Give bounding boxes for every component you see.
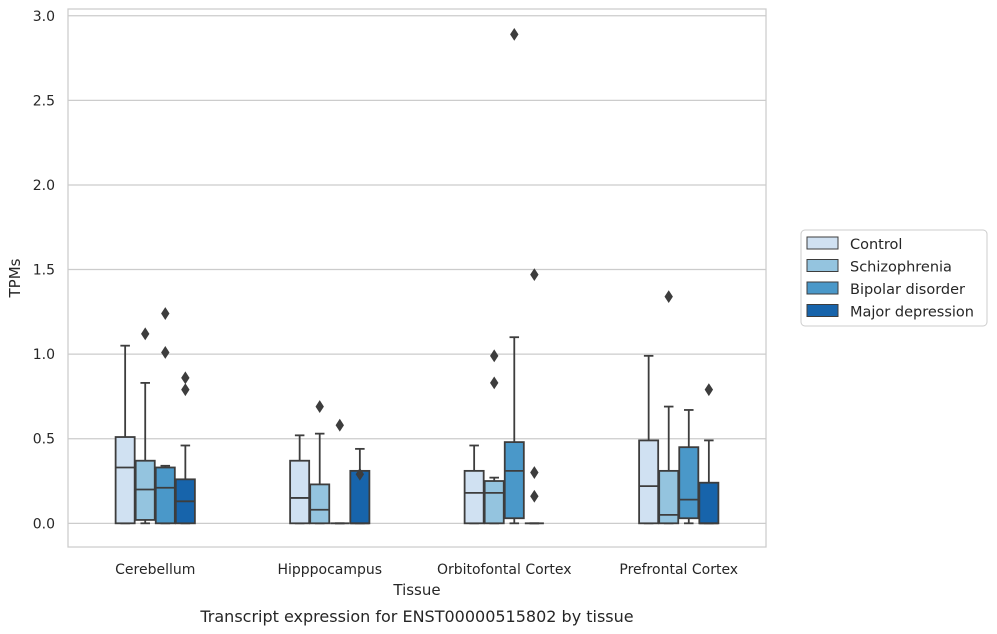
outlier-point [181,383,190,397]
box-cerebellum-control [114,344,136,525]
legend-swatch [806,304,839,317]
box-body [678,446,700,520]
x-tick-label: Hipppocampus [277,562,382,578]
x-tick-label: Prefrontal Cortex [619,562,738,578]
y-tick-label: 0.0 [33,516,55,532]
y-tick-label: 2.0 [33,178,55,194]
legend-swatch [806,259,839,272]
box-cerebellum-major-depression [174,371,196,525]
outlier-point [530,489,539,503]
box-orbitofontal-cortex-schizophrenia [483,349,505,525]
y-axis-label: TPMs [6,258,24,298]
outlier-point [355,467,365,481]
box-prefrontal-cortex-control [638,354,660,525]
legend-label: Control [850,237,902,253]
box-cerebellum-schizophrenia [134,327,156,525]
box-body [503,441,525,520]
box-hipppocampus-major-depression [349,447,371,525]
box-body [658,469,680,525]
box-prefrontal-cortex-major-depression [698,383,720,525]
outlier-point [704,383,714,397]
box-orbitofontal-cortex-bipolar-disorder [503,27,525,525]
box-hipppocampus-schizophrenia [309,400,331,525]
box-body [309,483,331,525]
outlier-point [335,418,344,432]
grid-lines [68,15,766,524]
x-tick-label: Cerebellum [115,562,195,578]
outlier-point [530,268,539,282]
outlier-point [161,346,170,359]
outlier-point [315,400,324,413]
outlier-point [664,290,673,304]
plot-background [68,9,766,547]
y-tick-label: 2.5 [33,93,55,109]
y-tick-label: 1.5 [33,263,55,279]
box-body [289,459,311,525]
box-cerebellum-bipolar-disorder [154,307,176,525]
box-prefrontal-cortex-schizophrenia [658,290,680,525]
legend-swatch [806,236,839,250]
box-hipppocampus-bipolar-disorder [330,418,350,525]
y-tick-label: 0.5 [33,432,55,448]
box-body [154,466,176,525]
legend-label: Schizophrenia [850,260,952,276]
box-body [114,436,136,525]
box-body [638,439,660,525]
box-body [483,480,505,525]
outlier-point [490,349,499,363]
outlier-point [490,376,499,390]
box-orbitofontal-cortex-control [463,444,485,525]
plot-frame [67,8,767,548]
legend-label: Major depression [850,305,974,321]
legend-label: Bipolar disorder [850,282,965,298]
box-prefrontal-cortex-bipolar-disorder [678,409,700,525]
chart-caption: Transcript expression for ENST0000051580… [199,607,633,626]
box-hipppocampus-control [289,434,311,525]
x-axis-label: Tissue [392,581,440,599]
outlier-point [181,371,190,385]
box-body [698,481,720,525]
y-tick-label: 1.0 [33,347,55,363]
outlier-point [161,307,170,320]
box-orbitofontal-cortex-major-depression [524,268,544,525]
legend-frame [800,229,988,327]
x-tick-labels: Cerebellum Hipppocampus Orbitofontal Corte… [115,562,738,578]
x-tick-label: Orbitofontal Cortex [437,562,572,578]
box-body [463,469,485,525]
y-tick-label: 3.0 [33,9,55,25]
outlier-point [530,466,539,479]
legend-swatch [806,281,839,295]
boxes [114,27,720,525]
outlier-point [510,27,519,41]
outlier-point [141,327,150,341]
legend: Control Schizophrenia Bipolar disorder Majo… [800,229,988,327]
y-tick-labels: 0.0 0.5 1.0 1.5 2.0 2.5 3.0 [33,9,55,533]
